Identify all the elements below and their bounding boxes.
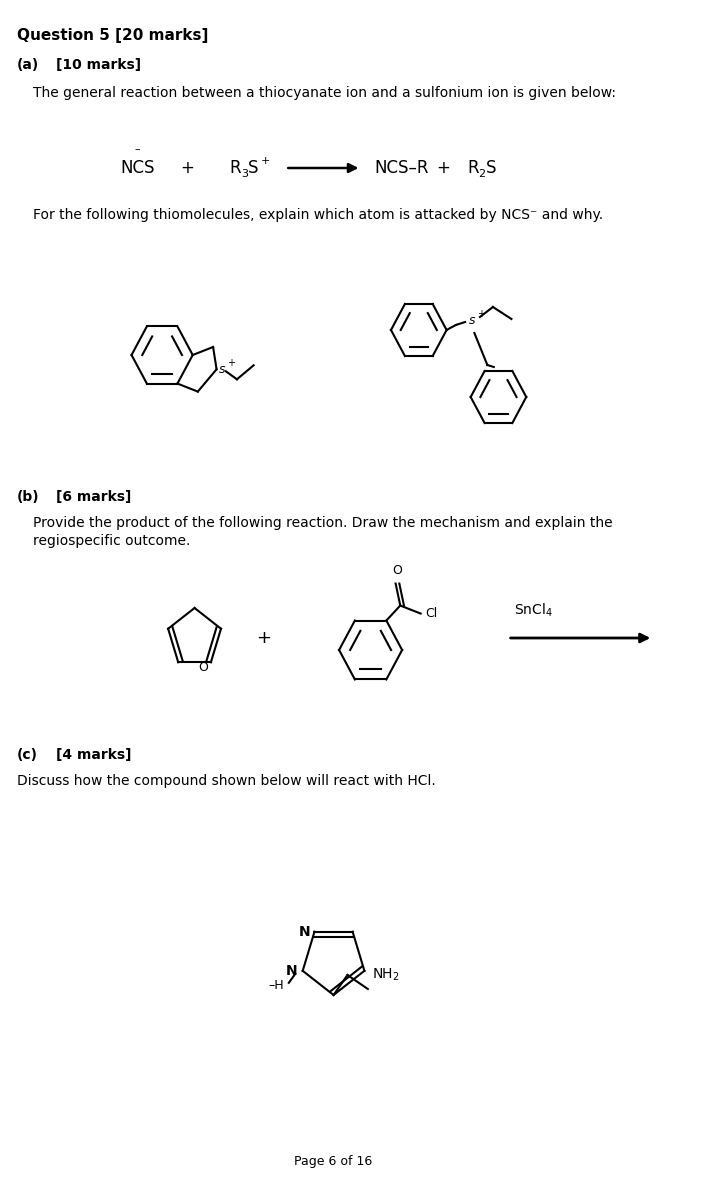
Text: regiospecific outcome.: regiospecific outcome. bbox=[33, 534, 191, 548]
Text: R: R bbox=[467, 159, 479, 177]
Text: +: + bbox=[477, 309, 485, 319]
Text: –: – bbox=[135, 144, 140, 154]
Text: +: + bbox=[436, 159, 450, 177]
Text: S: S bbox=[485, 159, 496, 177]
Text: (a): (a) bbox=[17, 58, 39, 72]
Text: N: N bbox=[299, 925, 311, 939]
Text: [4 marks]: [4 marks] bbox=[55, 748, 131, 762]
Text: +: + bbox=[256, 629, 271, 647]
Text: Page 6 of 16: Page 6 of 16 bbox=[294, 1154, 373, 1169]
Text: NCS–R: NCS–R bbox=[374, 159, 429, 177]
Text: (c): (c) bbox=[17, 748, 37, 762]
Text: NH$_2$: NH$_2$ bbox=[372, 967, 399, 982]
Text: s: s bbox=[218, 363, 225, 376]
Text: Discuss how the compound shown below will react with HCl.: Discuss how the compound shown below wil… bbox=[17, 774, 436, 788]
Text: S: S bbox=[248, 159, 258, 177]
Text: Question 5 [20 marks]: Question 5 [20 marks] bbox=[17, 28, 208, 44]
Text: (b): (b) bbox=[17, 490, 40, 504]
Text: For the following thiomolecules, explain which atom is attacked by NCS⁻ and why.: For the following thiomolecules, explain… bbox=[33, 209, 603, 221]
Text: The general reaction between a thiocyanate ion and a sulfonium ion is given belo: The general reaction between a thiocyana… bbox=[33, 86, 616, 100]
Text: +: + bbox=[261, 155, 271, 166]
Text: O: O bbox=[392, 563, 402, 576]
Text: NCS: NCS bbox=[120, 159, 154, 177]
Text: O: O bbox=[199, 661, 208, 674]
Text: [6 marks]: [6 marks] bbox=[55, 490, 131, 504]
Text: 2: 2 bbox=[478, 168, 485, 179]
Text: [10 marks]: [10 marks] bbox=[55, 58, 140, 72]
Text: SnCl$_4$: SnCl$_4$ bbox=[514, 601, 553, 618]
Text: Provide the product of the following reaction. Draw the mechanism and explain th: Provide the product of the following rea… bbox=[33, 516, 613, 530]
Text: N: N bbox=[286, 964, 297, 978]
Text: Cl: Cl bbox=[426, 607, 438, 620]
Text: +: + bbox=[227, 358, 235, 369]
Text: R: R bbox=[230, 159, 241, 177]
Text: s: s bbox=[469, 313, 476, 326]
Text: –H: –H bbox=[269, 979, 284, 992]
Text: 3: 3 bbox=[241, 168, 248, 179]
Text: +: + bbox=[180, 159, 194, 177]
